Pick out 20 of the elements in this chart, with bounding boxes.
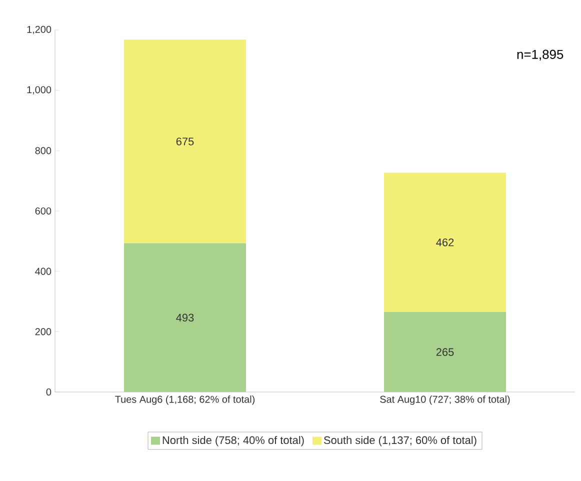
data-label: 462: [436, 238, 454, 246]
y-tick-label: 0: [46, 388, 52, 396]
y-tick-label: 800: [35, 147, 52, 154]
y-tick-label: 600: [35, 207, 52, 215]
bar: [384, 312, 506, 392]
bar: [124, 243, 246, 392]
y-tick-label: 1,200: [27, 26, 52, 34]
data-label: 675: [176, 138, 194, 146]
legend-label: South side (1,137; 60% of total): [324, 436, 476, 446]
x-tick-label: Sat Aug10 (727; 38% of total): [380, 396, 510, 405]
legend-label: North side (758; 40% of total): [162, 436, 304, 446]
y-tick-label: 200: [35, 328, 52, 336]
bar: [384, 172, 506, 312]
y-tick-label: 1,000: [27, 86, 52, 94]
data-label: 493: [176, 314, 194, 322]
y-tick-label: 400: [35, 268, 52, 275]
data-label: 265: [436, 348, 454, 356]
annotation: n=1,895: [517, 50, 564, 61]
x-tick-label: Tues Aug6 (1,168; 62% of total): [115, 396, 255, 405]
bar: [124, 40, 246, 244]
